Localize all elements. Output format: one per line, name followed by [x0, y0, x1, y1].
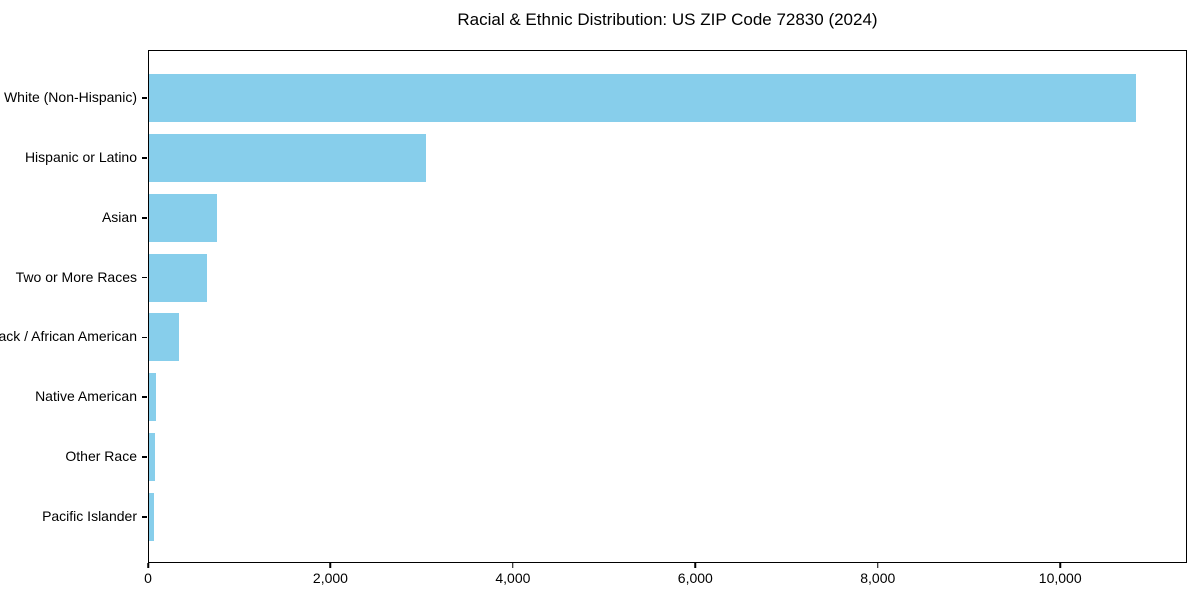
y-tick-label: Two or More Races [15, 268, 137, 285]
y-tick-label: Other Race [65, 448, 137, 464]
y-tick-mark [142, 157, 147, 159]
y-tick-mark [142, 516, 147, 518]
y-tick-mark [142, 97, 147, 99]
y-tick-mark [142, 336, 147, 339]
x-axis: 0 2,000 4,000 6,000 8,000 10,000 [144, 563, 1187, 593]
x-tick-label: 2,000 [312, 570, 348, 586]
bar [149, 492, 154, 541]
plot-area [142, 50, 1187, 563]
bar [149, 253, 208, 302]
bar [149, 433, 156, 481]
x-tick-mark [512, 563, 514, 568]
bar [149, 74, 1136, 123]
y-tick-label: Hispanic or Latino [24, 149, 137, 165]
bar [149, 134, 426, 182]
y-tick-label: Pacific Islander [42, 507, 137, 524]
x-tick-mark [877, 563, 879, 568]
y-tick-mark [142, 217, 147, 219]
bar [149, 313, 180, 362]
x-tick-label: 0 [144, 570, 152, 586]
x-tick-label: 4,000 [495, 570, 531, 586]
bar [149, 373, 156, 422]
x-tick-mark [1059, 563, 1061, 568]
y-tick-label: Asian [101, 208, 137, 225]
y-tick-label: Black / African American [0, 328, 137, 345]
y-tick-label: Native American [35, 388, 137, 405]
x-tick-label: 10,000 [1038, 570, 1082, 586]
x-tick-label: 8,000 [860, 570, 896, 586]
y-tick-label: White (Non-Hispanic) [3, 89, 137, 106]
chart-title: Racial & Ethnic Distribution: US ZIP Cod… [457, 10, 878, 29]
x-tick-mark [694, 563, 697, 568]
x-tick-mark [147, 563, 149, 568]
y-tick-mark [142, 456, 147, 458]
bar [149, 193, 218, 242]
y-axis-labels: White (Non-Hispanic) Hispanic or Latino As… [0, 50, 137, 563]
x-tick-mark [329, 563, 332, 568]
x-tick-label: 6,000 [677, 570, 713, 586]
y-tick-mark [142, 276, 147, 279]
y-tick-mark [142, 396, 147, 398]
